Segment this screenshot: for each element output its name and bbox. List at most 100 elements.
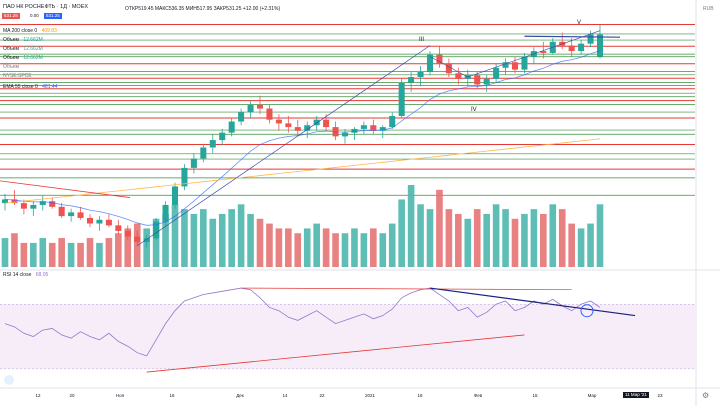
volume-bar	[502, 209, 509, 267]
volume-bar	[58, 238, 65, 267]
wave-label-v: V	[577, 20, 582, 26]
volume-bar	[124, 228, 132, 267]
legend-volume-2-value: 12.662M	[23, 46, 43, 52]
legend-volume-2-label: Объем	[3, 46, 19, 52]
time-tick-label: Мар	[588, 393, 597, 398]
candle-body	[294, 127, 301, 131]
candle-body	[68, 212, 75, 217]
legend-volume-1-label: Объем	[3, 37, 19, 43]
volume-bar	[568, 223, 575, 267]
legend-obv-label: Объем	[3, 64, 19, 70]
legend-compare-symbol: NYSE:SPCE	[3, 73, 32, 79]
candle-body	[341, 132, 349, 137]
legend-compare[interactable]: NYSE:SPCE	[3, 73, 32, 79]
volume-bar	[341, 233, 349, 267]
price-tag-buy[interactable]: 531.25	[44, 13, 62, 19]
candle-body	[247, 104, 254, 113]
volume-bar	[558, 209, 566, 267]
legend-rsi[interactable]: RSI 14 close 68.05	[3, 272, 48, 278]
volume-bar	[152, 218, 160, 267]
settings-gear-icon[interactable]: ⚙	[702, 391, 710, 400]
candle-body	[304, 125, 311, 131]
legend-ma200[interactable]: MA 200 close 0 409.83	[3, 28, 57, 34]
symbol-name: ПАО НК РОСНЕФТЬ · 1Д · МОЕХ	[3, 4, 89, 10]
ma200-line	[4, 138, 601, 204]
rsi-line	[4, 287, 601, 357]
candle-body	[30, 204, 37, 209]
volume-bar	[115, 233, 122, 267]
time-tick-label: 22	[319, 393, 325, 398]
replay-icon[interactable]	[4, 375, 14, 385]
volume-bar	[351, 228, 358, 267]
candle-body	[1, 199, 9, 204]
legend-volume-1-value: 12.662M	[23, 37, 43, 43]
price-axis	[696, 0, 720, 406]
volume-bar	[39, 238, 47, 267]
candle-body	[323, 119, 330, 128]
volume-bar	[294, 233, 302, 267]
candle-body	[162, 204, 169, 222]
candle-body	[502, 62, 509, 68]
ohlc-readout: ОТКР519.45 МАКС536.35 МИН517.95 ЗАКР531.…	[125, 6, 280, 12]
time-tick-label: Фев	[474, 393, 483, 398]
time-tick-label: 16	[169, 393, 175, 398]
legend-ema55[interactable]: EMA 55 close 0 481.44	[3, 84, 57, 90]
volume-bar	[1, 238, 9, 267]
price-tag-sell[interactable]: 531.25	[2, 13, 20, 19]
volume-bar	[577, 228, 585, 267]
resistance-trendline	[524, 35, 621, 38]
candle-body	[256, 104, 264, 109]
volume-bar	[313, 223, 320, 267]
spread-tag: 0.00	[28, 13, 41, 19]
candle-body	[200, 147, 207, 159]
candle-body	[181, 167, 188, 187]
candle-body	[493, 67, 500, 79]
volume-bar	[48, 242, 56, 267]
wave-line	[467, 30, 601, 78]
volume-bar	[105, 238, 113, 267]
candle-body	[105, 219, 112, 226]
candle-body	[587, 34, 594, 44]
volume-bar	[388, 223, 396, 267]
legend-volume-1[interactable]: Объем 12.662M	[3, 37, 43, 43]
candle-body	[39, 201, 46, 205]
time-tick-label: 23	[657, 393, 663, 398]
candle-body	[49, 201, 56, 207]
candle-body	[134, 236, 141, 243]
symbol-title: ПАО НК РОСНЕФТЬ · 1Д · МОЕХ	[3, 4, 88, 10]
candle-body	[124, 230, 131, 237]
legend-obv[interactable]: Объем	[3, 64, 19, 70]
volume-bar	[407, 185, 415, 267]
volume-bar	[360, 233, 368, 267]
volume-bar	[492, 204, 500, 267]
ema55-line	[4, 50, 601, 226]
candle-body	[389, 115, 396, 128]
candle-body	[578, 43, 585, 52]
candle-body	[153, 221, 160, 239]
volume-bar	[30, 242, 37, 267]
volume-bar	[86, 238, 94, 267]
candle-body	[238, 112, 245, 122]
legend-volume-3[interactable]: Объем 12.662M	[3, 55, 43, 61]
candle-body	[540, 51, 547, 53]
rsi-support-trendline	[146, 334, 525, 373]
candle-body	[483, 78, 490, 85]
candle-body	[219, 132, 226, 141]
rsi-band	[0, 304, 695, 369]
volume-bar	[596, 204, 604, 267]
volume-bar	[417, 204, 424, 267]
volume-bar	[511, 218, 519, 267]
volume-bar	[549, 204, 557, 267]
wave-label-iv: IV	[471, 107, 477, 113]
candle-body	[379, 127, 386, 131]
volume-bar	[228, 209, 235, 267]
candle-body	[313, 119, 320, 126]
legend-volume-2[interactable]: Объем 12.662M	[3, 46, 43, 52]
volume-bar	[77, 242, 84, 267]
candle-body	[596, 34, 604, 57]
rsi-top-line	[241, 287, 572, 291]
volume-bar	[67, 242, 75, 267]
legend-volume-3-value: 12.662M	[23, 55, 43, 61]
